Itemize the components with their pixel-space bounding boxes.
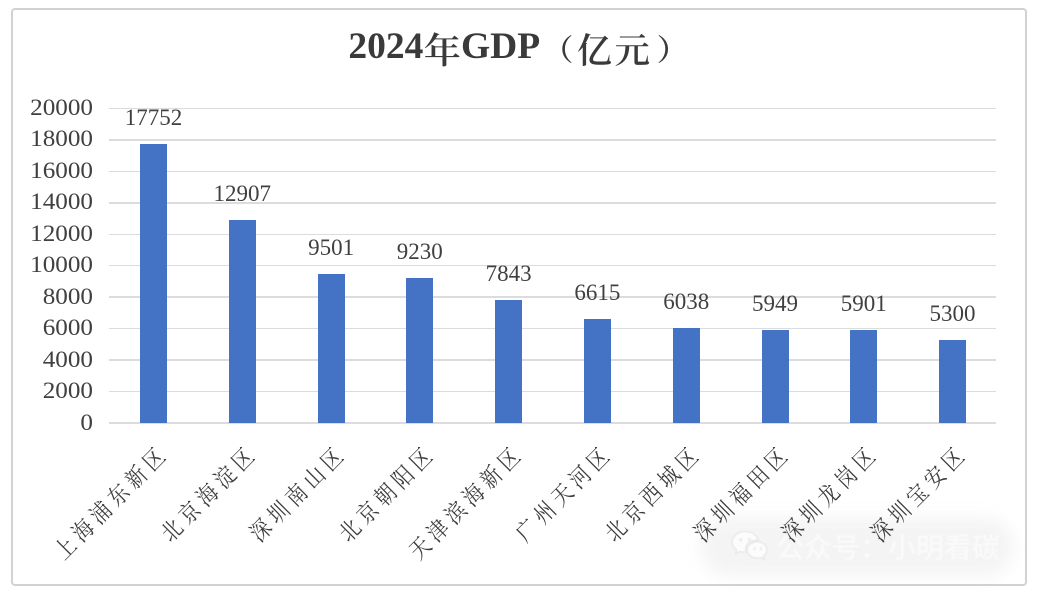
svg-text:GDP: GDP xyxy=(461,26,540,67)
svg-text:2024: 2024 xyxy=(348,26,423,67)
